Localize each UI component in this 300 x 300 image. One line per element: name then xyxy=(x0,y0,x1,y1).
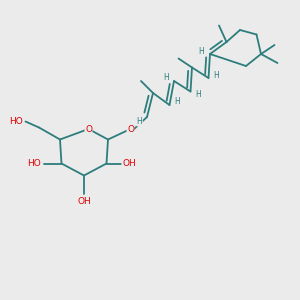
Text: H: H xyxy=(213,70,219,80)
Text: O: O xyxy=(127,124,134,134)
Text: OH: OH xyxy=(77,196,91,206)
Text: OH: OH xyxy=(122,159,136,168)
Text: H: H xyxy=(164,74,169,82)
Text: O: O xyxy=(85,124,92,134)
Text: HO: HO xyxy=(28,159,41,168)
Text: H: H xyxy=(174,98,180,106)
Text: H: H xyxy=(195,90,201,99)
Text: H: H xyxy=(136,117,142,126)
Text: HO: HO xyxy=(10,117,23,126)
Text: H: H xyxy=(198,46,204,56)
